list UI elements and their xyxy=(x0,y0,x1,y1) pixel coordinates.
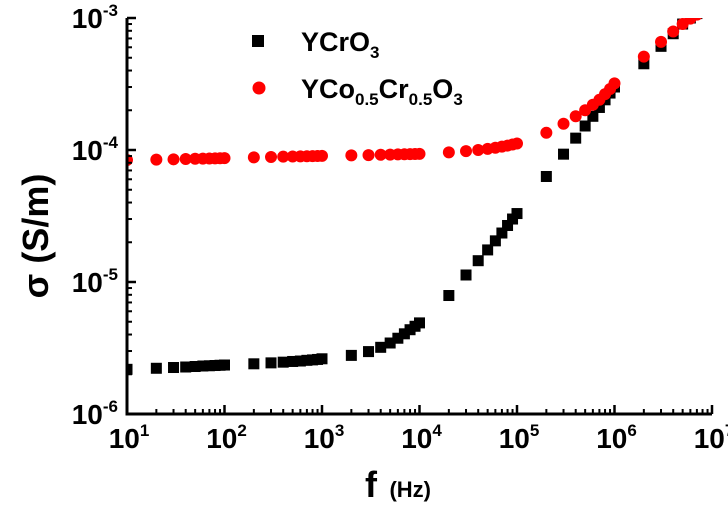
data-point-square xyxy=(482,244,494,256)
legend-marker-circle xyxy=(252,81,266,95)
data-point-circle xyxy=(247,151,260,164)
x-tick-label: 105 xyxy=(499,421,540,454)
data-point-square xyxy=(168,362,180,374)
x-axis-title: f (Hz) xyxy=(365,464,431,505)
x-tick-label: 101 xyxy=(109,421,150,454)
data-point-square xyxy=(707,3,718,14)
data-point-square xyxy=(593,101,605,113)
data-point-circle xyxy=(540,126,553,139)
data-point-square xyxy=(460,269,472,281)
data-point-square xyxy=(363,346,375,358)
data-point-square xyxy=(540,170,552,182)
data-point-square xyxy=(375,341,387,353)
x-axis-title-main: f xyxy=(365,464,378,505)
data-point-circle xyxy=(557,117,570,130)
data-point-circle xyxy=(667,25,680,38)
data-point-square xyxy=(472,255,484,267)
x-tick-label: 103 xyxy=(304,421,345,454)
data-point-square xyxy=(345,349,357,361)
axes xyxy=(125,16,714,416)
data-point-circle xyxy=(691,18,702,21)
data-point-square xyxy=(294,355,306,367)
data-point-square xyxy=(443,290,455,302)
legend-label: YCo0.5Cr0.5O3 xyxy=(301,74,463,109)
data-point-circle xyxy=(413,147,426,160)
data-point-square xyxy=(392,332,404,344)
y-tick-label: 10-5 xyxy=(72,265,118,298)
data-point-circle xyxy=(569,110,582,123)
data-point-square xyxy=(398,328,410,340)
x-tick-label: 107 xyxy=(694,421,728,454)
data-point-square xyxy=(570,132,582,144)
data-point-square xyxy=(489,235,501,247)
data-point-square xyxy=(587,110,599,122)
tick-labels: 101 102 103 104 105 106 107 10-6 10-5 10-4 10-3 xyxy=(72,1,728,454)
data-point-square xyxy=(301,354,313,366)
data-point-circle xyxy=(218,152,231,165)
series-1 xyxy=(127,3,718,375)
data-point-circle xyxy=(511,137,523,150)
y-tick-label: 10-3 xyxy=(72,1,118,34)
data-point-square xyxy=(219,359,230,371)
data-point-square xyxy=(203,360,215,372)
data-point-circle xyxy=(374,148,387,161)
data-point-circle xyxy=(460,145,473,158)
data-point-square xyxy=(697,5,708,16)
data-point-square xyxy=(414,317,425,329)
data-point-circle xyxy=(684,18,697,25)
x-axis-title-unit: (Hz) xyxy=(389,477,431,502)
data-point-square xyxy=(189,361,201,373)
data-point-circle xyxy=(150,153,163,166)
data-point-circle xyxy=(655,35,668,48)
data-point-square xyxy=(287,355,299,367)
legend-marker-square xyxy=(252,35,264,47)
data-point-square xyxy=(316,353,328,365)
data-point-circle xyxy=(316,149,328,162)
data-point-square xyxy=(638,58,650,70)
data-point-square xyxy=(197,360,209,372)
data-point-square xyxy=(248,358,260,370)
data-point-square xyxy=(511,208,523,220)
data-point-square xyxy=(558,148,570,160)
legend: YCrO3 YCo0.5Cr0.5O3 xyxy=(252,27,463,109)
data-point-circle xyxy=(472,144,485,156)
data-point-square xyxy=(150,362,162,374)
plot-area xyxy=(127,2,718,375)
data-point-circle xyxy=(345,149,358,162)
x-tick-label: 104 xyxy=(401,421,442,454)
data-point-circle xyxy=(608,77,621,90)
data-point-square xyxy=(180,361,192,373)
data-point-square xyxy=(384,337,396,349)
data-point-circle xyxy=(442,146,455,159)
data-point-square xyxy=(496,227,508,239)
x-tick-label: 106 xyxy=(596,421,637,454)
data-point-square xyxy=(127,363,133,375)
legend-item: YCo0.5Cr0.5O3 xyxy=(252,74,463,109)
data-point-circle xyxy=(697,6,709,18)
data-point-circle xyxy=(277,150,290,163)
data-point-circle xyxy=(167,153,180,166)
data-point-square xyxy=(691,18,703,20)
data-point-square xyxy=(277,356,289,368)
y-tick-label: 10-6 xyxy=(72,397,118,430)
data-point-circle xyxy=(637,50,650,63)
series-2 xyxy=(127,2,718,166)
data-point-square xyxy=(579,120,591,132)
data-point-square xyxy=(702,4,713,15)
data-point-circle xyxy=(706,2,718,14)
legend-label: YCrO3 xyxy=(301,27,380,62)
x-tick-label: 102 xyxy=(206,421,247,454)
data-point-circle xyxy=(179,152,192,165)
data-point-circle xyxy=(702,3,714,15)
data-point-circle xyxy=(362,149,375,162)
y-tick-label: 10-4 xyxy=(72,133,119,166)
y-axis-title: σ (S/m) xyxy=(15,174,56,299)
data-point-circle xyxy=(265,151,278,164)
data-point-square xyxy=(502,219,514,231)
legend-item: YCrO3 xyxy=(252,27,380,62)
data-point-square xyxy=(265,357,277,369)
